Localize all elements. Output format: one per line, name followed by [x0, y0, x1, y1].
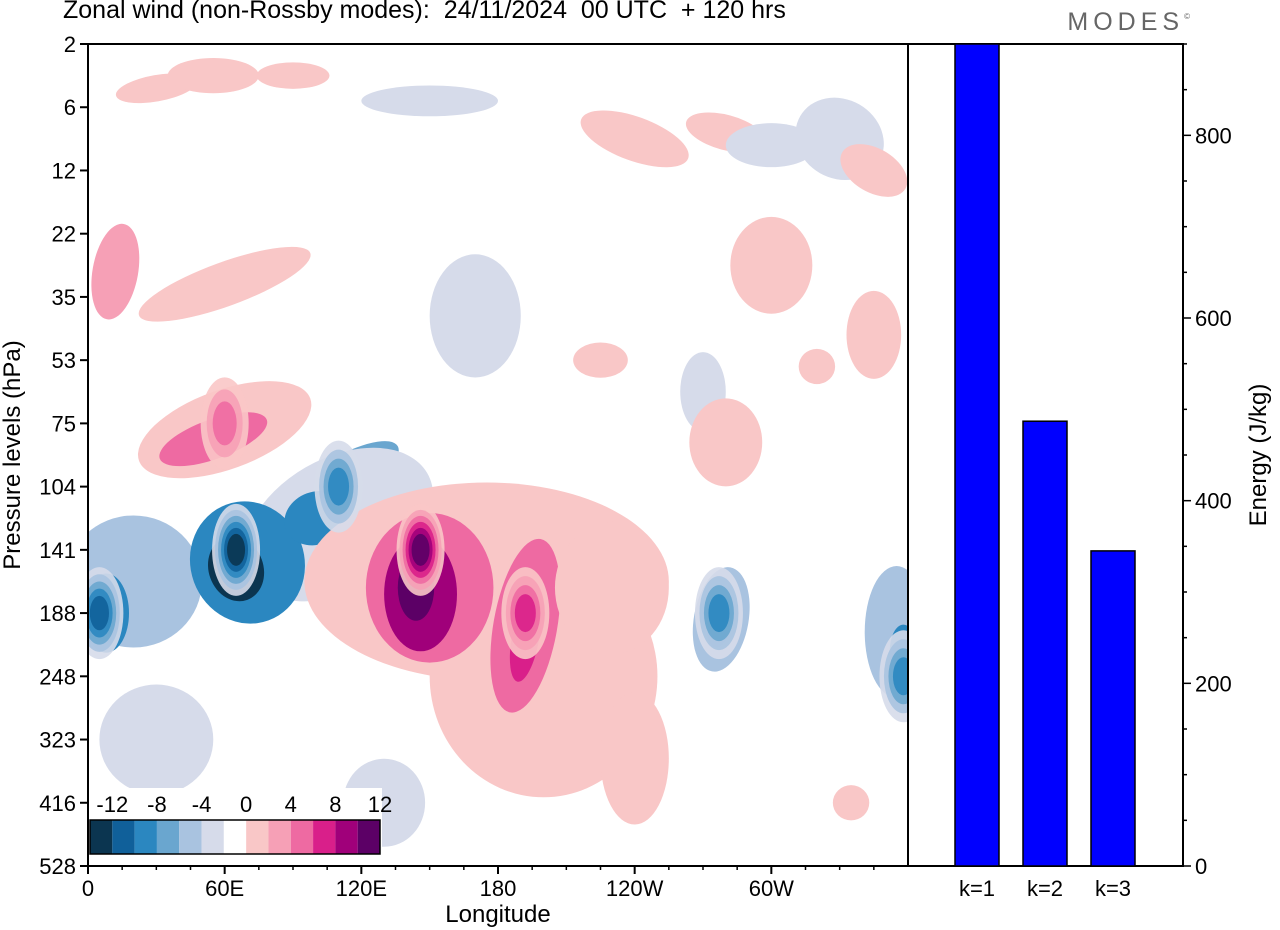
chart-title: Zonal wind (non-Rossby modes): 24/11/202… — [63, 0, 786, 24]
y-tick-label: 35 — [52, 285, 76, 310]
bar-y-tick-label: 0 — [1195, 854, 1207, 879]
y-tick-label: 22 — [52, 222, 76, 247]
wind-feature-contour — [411, 533, 430, 566]
y-tick-label: 188 — [39, 601, 76, 626]
x-tick-label: 0 — [82, 876, 94, 901]
wind-contour — [832, 785, 870, 821]
colorbar-tick-label: 12 — [368, 792, 392, 817]
colorbar-swatch — [179, 820, 202, 854]
x-tick-label: 60W — [749, 876, 794, 901]
wind-feature-contour — [708, 594, 730, 633]
y-tick-label: 248 — [39, 664, 76, 689]
bar-y-tick-label: 200 — [1195, 671, 1232, 696]
x-tick-label: 120W — [606, 876, 664, 901]
x-tick-label: 180 — [480, 876, 517, 901]
colorbar-tick-label: -8 — [147, 792, 167, 817]
y-tick-label: 6 — [64, 95, 76, 120]
wind-contour — [138, 246, 311, 322]
colorbar-swatch — [335, 820, 358, 854]
y-tick-label: 104 — [39, 475, 76, 500]
colorbar-swatch — [290, 820, 314, 854]
wind-contour — [689, 398, 763, 487]
energy-bar — [1022, 420, 1068, 867]
bar-category-label: k=1 — [959, 876, 995, 901]
wind-feature-contour — [227, 533, 246, 566]
wind-contour — [361, 85, 498, 117]
logo-mark: © — [1184, 12, 1190, 21]
wind-contour — [99, 684, 214, 795]
colorbar-swatch — [90, 820, 113, 854]
heatmap-field — [88, 58, 908, 847]
wind-contour — [580, 110, 689, 168]
heatmap-x-axis: 0 60E 120E 180 120W 60W — [82, 866, 875, 901]
wind-contour — [798, 348, 836, 385]
wind-feature-contour — [328, 467, 350, 506]
x-axis-label: Longitude — [445, 901, 550, 928]
colorbar-tick-label: 0 — [240, 792, 252, 817]
colorbar-frame — [89, 819, 381, 855]
wind-contour — [429, 254, 521, 378]
wind-contour — [554, 521, 669, 654]
y-tick-label: 12 — [52, 158, 76, 183]
colorbar-swatch — [201, 820, 224, 854]
wind-contour — [256, 62, 330, 89]
colorbar-swatch — [134, 820, 157, 854]
wind-contour — [846, 290, 902, 379]
y-tick-label: 141 — [39, 538, 76, 563]
bar-y-axis-label: Energy (J/kg) — [1245, 384, 1272, 527]
bar-category-label: k=2 — [1027, 876, 1063, 901]
colorbar-tick-label: 8 — [329, 792, 341, 817]
colorbar-swatch — [268, 820, 291, 854]
colorbar-tick-label: -12 — [96, 792, 128, 817]
energy-bars — [954, 43, 1136, 867]
colorbar-swatch — [223, 820, 247, 854]
wind-contour — [600, 692, 669, 825]
colorbar-swatch — [246, 820, 269, 854]
y-tick-label: 75 — [52, 411, 76, 436]
colorbar-tick-label: -4 — [192, 792, 212, 817]
energy-bar — [954, 43, 1000, 867]
colorbar-swatch — [313, 820, 336, 854]
colorbar-swatch — [112, 820, 135, 854]
energy-bar — [1090, 550, 1136, 867]
x-tick-label: 120E — [336, 876, 387, 901]
y-tick-label: 53 — [52, 348, 76, 373]
modes-logo: MODES© — [1067, 8, 1190, 37]
colorbar-swatch — [156, 820, 180, 854]
colorbar: -12 -8 -4 0 4 8 12 — [88, 788, 392, 858]
colorbar-tick-label: 4 — [285, 792, 297, 817]
wind-contour — [840, 144, 908, 197]
bar-category-label: k=3 — [1095, 876, 1131, 901]
bar-y-tick-label: 600 — [1195, 306, 1232, 331]
wind-contour — [88, 515, 202, 648]
bar-y-tick-label: 800 — [1195, 123, 1232, 148]
wind-feature-contour — [212, 401, 237, 446]
wind-feature-contour — [892, 657, 908, 696]
wind-contour — [91, 223, 140, 320]
heatmap-y-axis: 2 6 12 22 35 53 75 104 141 188 248 323 416 528 — [39, 32, 88, 879]
logo-text: MODES — [1067, 8, 1185, 36]
y-tick-label: 416 — [39, 791, 76, 816]
y-tick-label: 2 — [64, 32, 76, 57]
colorbar-swatch — [357, 820, 380, 854]
wind-contour — [725, 123, 817, 168]
wind-feature-contour — [514, 594, 536, 633]
y-tick-label: 323 — [39, 728, 76, 753]
bar-y-axis: 0 200 400 600 800 — [1183, 43, 1232, 879]
bar-y-tick-label: 400 — [1195, 489, 1232, 514]
wind-contour — [167, 58, 259, 94]
y-tick-label: 528 — [39, 854, 76, 879]
wind-contour — [573, 342, 628, 378]
y-axis-label: Pressure levels (hPa) — [0, 340, 26, 569]
bar-x-axis: k=1 k=2 k=3 — [959, 876, 1131, 901]
wind-contour — [730, 216, 813, 314]
x-tick-label: 60E — [205, 876, 244, 901]
wind-feature-contour — [89, 595, 109, 631]
